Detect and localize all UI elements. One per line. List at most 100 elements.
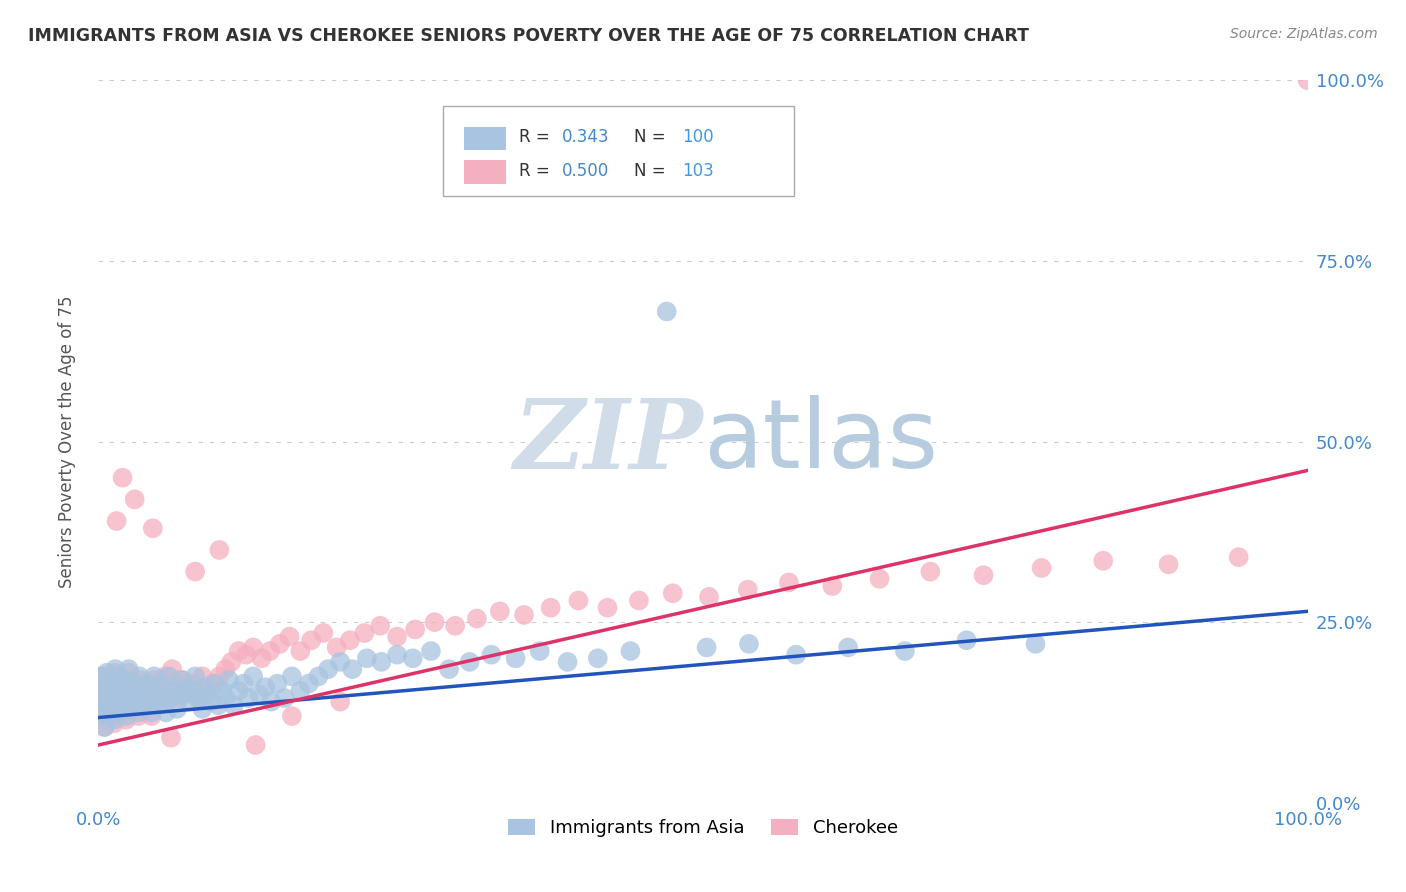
Point [1227, 550, 1250, 565]
Point [247, 687, 270, 701]
Point [444, 619, 467, 633]
Point [124, 492, 146, 507]
Point [115, 713, 138, 727]
Text: Source: ZipAtlas.com: Source: ZipAtlas.com [1230, 27, 1378, 41]
Point [172, 673, 194, 687]
Point [138, 691, 160, 706]
Point [420, 644, 443, 658]
Point [242, 669, 264, 683]
Point [135, 676, 157, 690]
Point [540, 600, 562, 615]
Point [163, 683, 186, 698]
Point [184, 669, 207, 683]
Point [141, 706, 163, 720]
Point [228, 683, 250, 698]
Point [299, 633, 322, 648]
Point [108, 680, 131, 694]
Point [108, 695, 131, 709]
Point [105, 687, 128, 701]
Point [696, 640, 718, 655]
Point [370, 655, 392, 669]
Point [273, 691, 295, 706]
Point [148, 698, 170, 713]
Point [134, 698, 156, 713]
Point [134, 702, 156, 716]
Point [93, 720, 115, 734]
Point [118, 662, 141, 676]
Point [111, 702, 134, 716]
Point [329, 655, 352, 669]
Point [90, 709, 112, 723]
Point [118, 687, 141, 701]
FancyBboxPatch shape [464, 127, 506, 150]
Point [89, 669, 111, 683]
Point [127, 709, 149, 723]
Point [238, 691, 260, 706]
Point [169, 673, 191, 687]
Point [131, 683, 153, 698]
Point [458, 655, 481, 669]
Point [114, 695, 136, 709]
Point [124, 680, 146, 694]
Point [135, 680, 157, 694]
Point [481, 648, 503, 662]
Point [505, 651, 527, 665]
Point [194, 680, 217, 694]
Point [107, 709, 129, 723]
Point [114, 691, 136, 706]
Point [100, 702, 122, 716]
Point [402, 651, 425, 665]
Point [143, 669, 166, 683]
Text: R =: R = [519, 128, 555, 146]
Point [107, 706, 129, 720]
Point [260, 695, 283, 709]
Point [155, 706, 177, 720]
Point [281, 669, 304, 683]
Point [91, 676, 114, 690]
Point [160, 691, 183, 706]
Point [179, 695, 201, 709]
Point [254, 680, 277, 694]
Text: R =: R = [519, 162, 555, 180]
Point [96, 680, 118, 694]
Point [94, 698, 117, 713]
Point [111, 470, 134, 484]
Point [138, 695, 160, 709]
Point [339, 633, 361, 648]
Point [98, 683, 121, 698]
Point [145, 687, 167, 701]
Point [104, 665, 127, 680]
Text: IMMIGRANTS FROM ASIA VS CHEROKEE SENIORS POVERTY OVER THE AGE OF 75 CORRELATION : IMMIGRANTS FROM ASIA VS CHEROKEE SENIORS… [28, 27, 1029, 45]
Point [214, 662, 236, 676]
Point [128, 673, 150, 687]
Point [596, 600, 619, 615]
Point [228, 644, 250, 658]
Point [738, 637, 761, 651]
Point [128, 669, 150, 683]
Point [232, 676, 254, 690]
Point [93, 720, 115, 734]
Point [385, 648, 408, 662]
Point [184, 565, 207, 579]
Point [281, 709, 304, 723]
Point [266, 676, 288, 690]
Point [97, 706, 120, 720]
Text: N =: N = [634, 128, 671, 146]
Point [204, 676, 226, 690]
Point [165, 676, 187, 690]
Point [385, 630, 408, 644]
Point [202, 676, 225, 690]
Point [195, 683, 218, 698]
Point [118, 665, 141, 680]
Point [148, 676, 170, 690]
Point [181, 683, 204, 698]
Point [124, 676, 146, 690]
Point [101, 695, 124, 709]
Point [142, 521, 165, 535]
Point [298, 676, 321, 690]
Point [187, 691, 209, 706]
Point [208, 669, 231, 683]
Text: 103: 103 [682, 162, 714, 180]
Point [111, 706, 134, 720]
Point [125, 695, 148, 709]
